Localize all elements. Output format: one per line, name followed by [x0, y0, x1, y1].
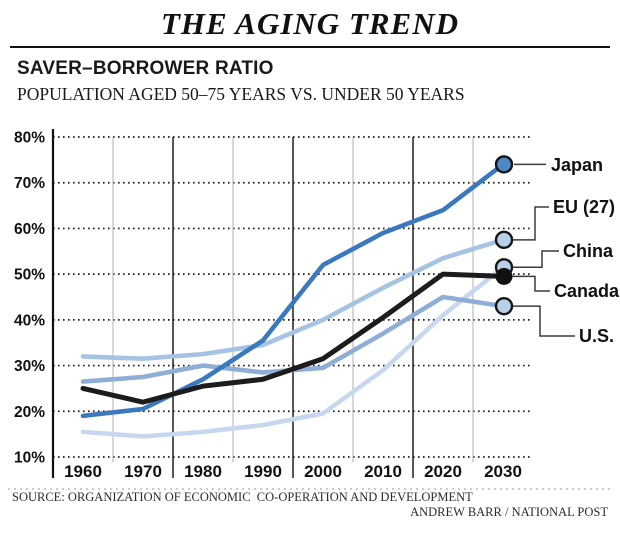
- x-axis-label: 2000: [304, 462, 342, 481]
- x-axis-label: 2030: [484, 462, 522, 481]
- source-text: SOURCE: ORGANIZATION OF ECONOMIC CO-OPER…: [12, 490, 473, 504]
- x-axis-label: 2020: [424, 462, 462, 481]
- label-leader-canada: [512, 275, 550, 292]
- credit-text: ANDREW BARR / NATIONAL POST: [410, 505, 608, 519]
- label-leader-u-s-: [513, 305, 575, 337]
- y-axis-label: 70%: [14, 175, 45, 192]
- y-axis-label: 20%: [14, 404, 45, 421]
- series-line-japan: [80, 162, 506, 419]
- page-title: THE AGING TREND: [160, 6, 460, 41]
- y-axis-label: 10%: [14, 450, 45, 467]
- x-axis-label: 1960: [64, 462, 102, 481]
- series-label-u-s-: U.S.: [579, 326, 614, 346]
- series-end-dot-canada: [495, 267, 513, 285]
- series-label-canada: Canada: [554, 281, 620, 301]
- label-leader-eu-27-: [513, 206, 549, 241]
- series-label-japan: Japan: [551, 155, 603, 175]
- series-end-dot-u-s-: [494, 296, 514, 316]
- series-label-eu-27-: EU (27): [553, 197, 615, 217]
- series-line-china: [80, 264, 506, 439]
- y-axis-label: 60%: [14, 221, 45, 238]
- series-line-canada: [80, 271, 506, 405]
- series-end-dot-eu-27-: [494, 230, 514, 250]
- label-leader-china: [513, 250, 559, 269]
- chart-title: SAVER–BORROWER RATIO: [17, 58, 274, 79]
- series-label-china: China: [563, 241, 614, 261]
- series-end-dot-japan: [494, 155, 514, 174]
- x-axis-label: 1980: [184, 462, 222, 481]
- header-rule: [10, 46, 610, 48]
- series-line-eu-27-: [80, 237, 506, 362]
- chart-subtitle: POPULATION AGED 50–75 YEARS VS. UNDER 50…: [17, 84, 465, 104]
- y-axis-label: 40%: [14, 312, 45, 329]
- x-axis-label: 2010: [364, 462, 402, 481]
- y-axis-label: 80%: [14, 130, 45, 147]
- y-axis-label: 30%: [14, 358, 45, 375]
- x-axis-label: 1990: [244, 462, 282, 481]
- y-axis-label: 50%: [14, 267, 45, 284]
- x-axis-label: 1970: [124, 462, 162, 481]
